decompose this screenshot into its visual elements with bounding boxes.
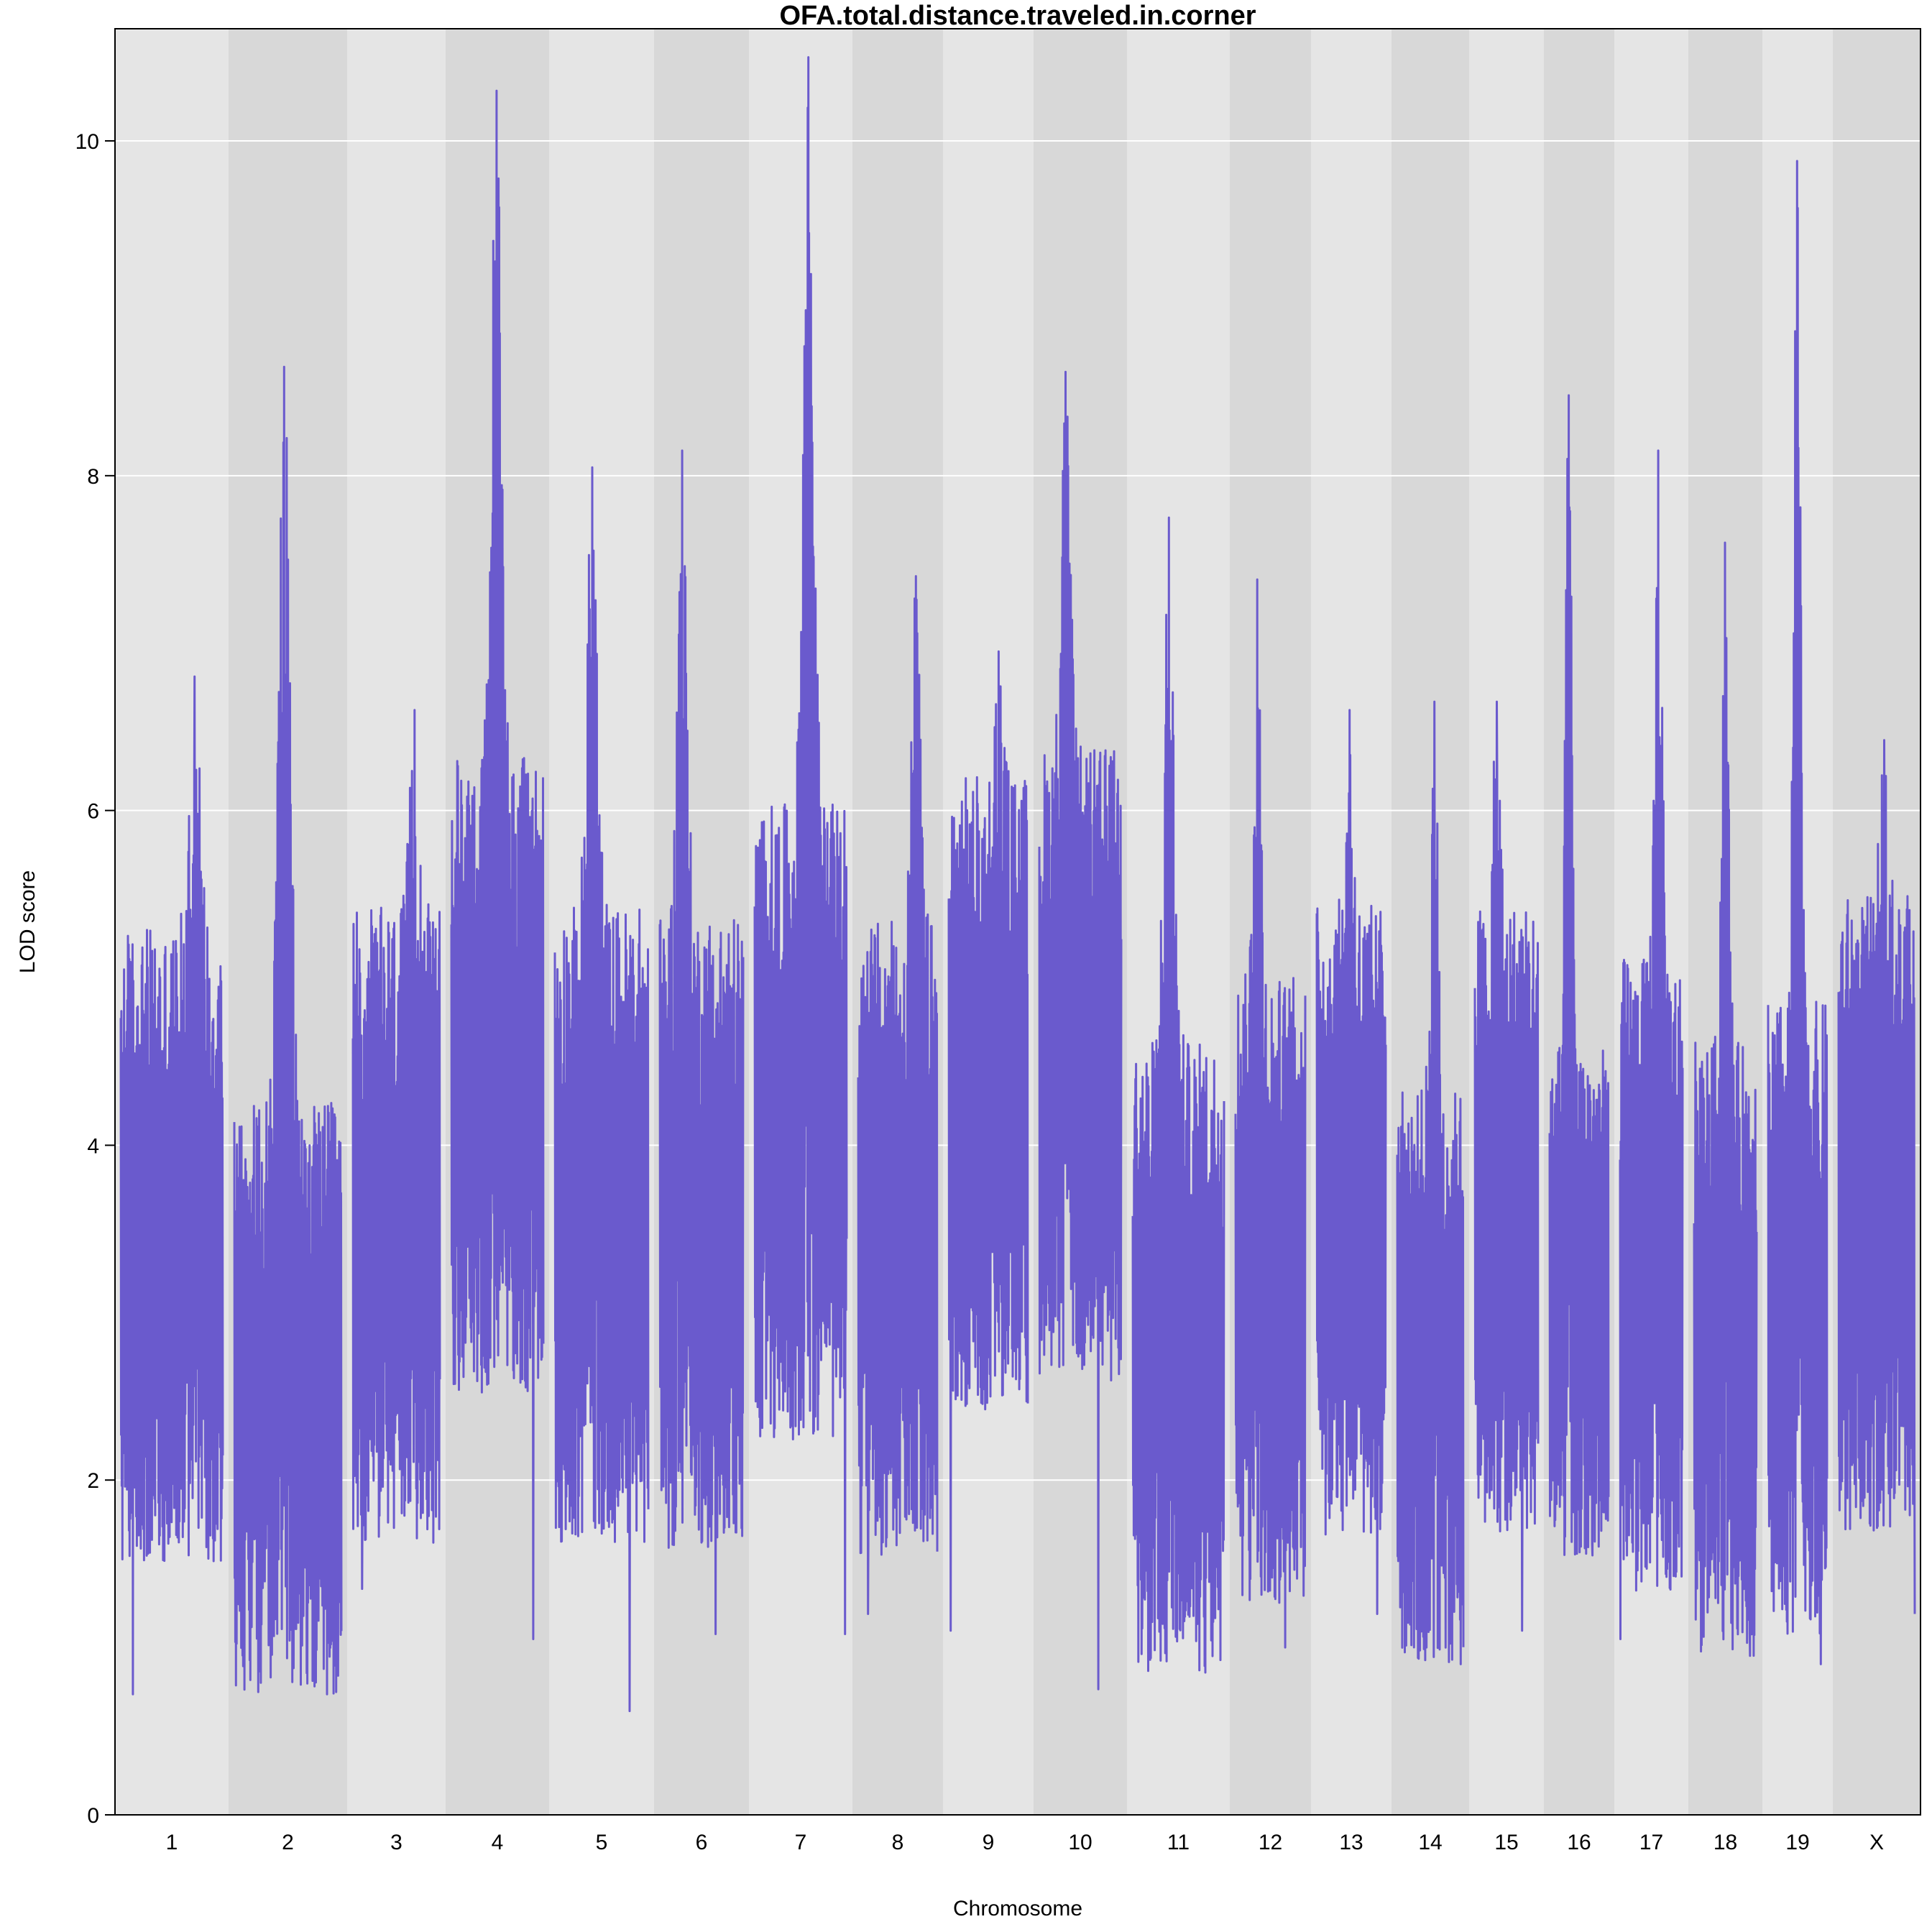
lod-line-chr-8 [857, 575, 939, 1615]
lod-line-chr-10 [1038, 370, 1123, 1690]
x-tick-label-15: 15 [1494, 1831, 1518, 1854]
lod-line-chr-12 [1234, 578, 1307, 1649]
y-tick-label-4: 4 [87, 1134, 99, 1158]
y-tick-label-6: 6 [87, 800, 99, 824]
x-tick-label-18: 18 [1714, 1831, 1737, 1854]
x-axis: 1 2 3 4 5 6 7 8 9 10 11 12 13 14 15 16 17 18 19 X [166, 1831, 1884, 1854]
chromosome-band-8 [852, 29, 943, 1815]
lod-line-chr-7 [753, 56, 848, 1635]
x-tick-label-10: 10 [1068, 1831, 1092, 1854]
x-tick-label-19: 19 [1785, 1831, 1809, 1854]
x-tick-label-5: 5 [596, 1831, 608, 1854]
lod-line-chr-2 [233, 365, 343, 1696]
x-tick-label-17: 17 [1639, 1831, 1663, 1854]
x-tick-label-7: 7 [795, 1831, 807, 1854]
lod-line-chr-9 [947, 650, 1029, 1632]
x-tick-label-11: 11 [1167, 1831, 1190, 1854]
lod-line-chr-1 [119, 675, 224, 1696]
lod-line-chr-18 [1693, 541, 1758, 1657]
lod-line-chr-6 [658, 449, 745, 1635]
lod-line-chr-16 [1548, 394, 1610, 1557]
chart-title: OFA.total.distance.traveled.in.corner [779, 1, 1256, 31]
x-tick-label-12: 12 [1259, 1831, 1282, 1854]
lod-line-chr-11 [1131, 516, 1225, 1674]
y-axis: 0 2 4 6 8 10 [75, 130, 115, 1828]
y-tick-label-0: 0 [87, 1804, 99, 1828]
lod-line-chr-17 [1619, 449, 1684, 1640]
lod-line-chr-14 [1396, 700, 1465, 1665]
x-tick-label-2: 2 [282, 1831, 294, 1854]
lod-series [119, 56, 1916, 1713]
x-tick-label-1: 1 [166, 1831, 178, 1854]
lod-line-chr-X [1837, 739, 1916, 1614]
lod-line-chr-13 [1315, 709, 1387, 1615]
lod-line-chr-5 [553, 466, 650, 1713]
x-tick-label-8: 8 [892, 1831, 904, 1854]
x-axis-label: Chromosome [953, 1897, 1082, 1920]
y-tick-label-2: 2 [87, 1469, 99, 1493]
y-tick-label-10: 10 [75, 130, 99, 154]
x-tick-label-6: 6 [696, 1831, 708, 1854]
x-tick-label-X: X [1869, 1831, 1884, 1854]
lod-line-chr-19 [1767, 160, 1828, 1665]
y-tick-label-8: 8 [87, 465, 99, 489]
x-tick-label-9: 9 [983, 1831, 995, 1854]
x-tick-label-14: 14 [1418, 1831, 1442, 1854]
x-tick-label-13: 13 [1339, 1831, 1363, 1854]
x-tick-label-4: 4 [492, 1831, 504, 1854]
lod-line-chr-4 [450, 89, 545, 1640]
plot-frame [114, 28, 1921, 1816]
x-tick-label-16: 16 [1567, 1831, 1591, 1854]
x-tick-label-3: 3 [390, 1831, 402, 1854]
y-axis-label: LOD score [16, 870, 40, 973]
lod-line-chr-15 [1473, 700, 1540, 1632]
lod-line-chr-3 [351, 709, 441, 1591]
